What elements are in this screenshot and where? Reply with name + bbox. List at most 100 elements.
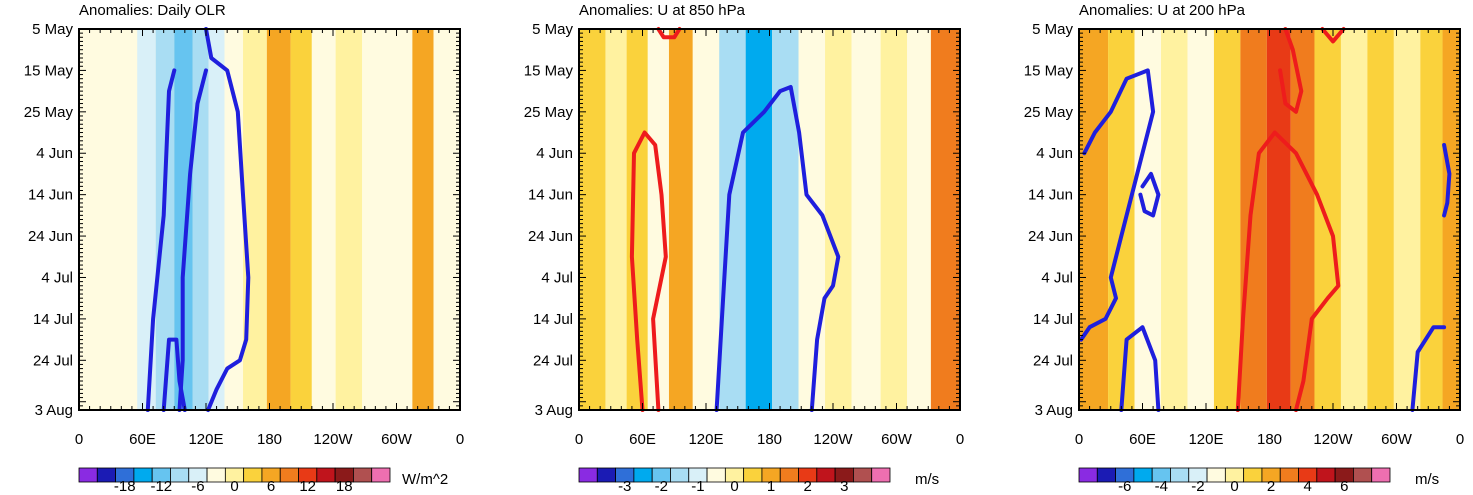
y-tick-label: 25 May [1024, 104, 1074, 121]
colorbar-label: -18 [114, 478, 136, 495]
x-tick-label: 60E [129, 431, 156, 448]
colorbar-units: W/m^2 [402, 471, 448, 488]
anomaly-band [692, 29, 720, 410]
colorbar-units: m/s [915, 471, 939, 488]
red-contour [629, 130, 668, 412]
y-tick-label: 15 May [24, 62, 74, 79]
anomaly-band [1367, 29, 1394, 410]
anomaly-band [243, 29, 267, 410]
colorbar-swatch [670, 467, 690, 483]
y-tick-label: 3 Aug [35, 402, 73, 419]
red-contour [1278, 27, 1304, 114]
red-contour [1235, 130, 1341, 412]
chart-title: Anomalies: U at 850 hPa [579, 2, 746, 19]
colorbar-swatch [170, 467, 190, 483]
blue-contour [204, 27, 251, 412]
anomaly-band [1290, 29, 1315, 410]
anomaly-band [174, 29, 193, 410]
anomaly-band [745, 29, 773, 410]
anomaly-band [113, 29, 138, 410]
x-tick-label: 120W [813, 431, 853, 448]
blue-contour [1138, 171, 1161, 218]
colorbar-swatch [633, 467, 653, 483]
colorbar-swatch [1133, 467, 1153, 483]
panel-2: Anomalies: U at 850 hPa 5 May 15 May 25 May… [524, 2, 964, 495]
colorbar-label: 3 [840, 478, 848, 495]
anomaly-band [1393, 29, 1421, 410]
colorbar-label: -6 [191, 478, 204, 495]
anomaly-band [1134, 29, 1162, 410]
colorbar-swatch [279, 467, 299, 483]
chart-title: Anomalies: U at 200 hPa [1079, 2, 1246, 19]
colorbar-swatch [371, 467, 391, 483]
y-tick-label: 4 Jul [41, 269, 73, 286]
red-contour [1320, 27, 1346, 44]
anomaly-band [1266, 29, 1291, 410]
anomaly-band [907, 29, 931, 410]
y-tick-label: 14 Jun [28, 187, 73, 204]
y-tick-label: 3 Aug [535, 402, 573, 419]
colorbar-label: -6 [1118, 478, 1131, 495]
y-tick-label: 5 May [1032, 21, 1073, 38]
blue-contour [161, 337, 187, 412]
anomaly-band [930, 29, 960, 410]
blue-contour [714, 85, 841, 412]
y-tick-label: 25 May [524, 104, 574, 121]
anomaly-band [579, 29, 606, 410]
anomaly-band [772, 29, 799, 410]
y-tick-label: 4 Jul [1041, 269, 1073, 286]
anomaly-band [719, 29, 746, 410]
y-tick-label: 5 May [32, 21, 73, 38]
colorbar-swatch [596, 467, 616, 483]
colorbar-swatch [853, 467, 873, 483]
colorbar-label: 0 [1230, 478, 1238, 495]
x-tick-label: 180 [257, 431, 282, 448]
colorbar-swatch [1316, 467, 1336, 483]
y-tick-label: 4 Jul [541, 269, 573, 286]
anomaly-band [1187, 29, 1214, 410]
anomaly-band [1213, 29, 1241, 410]
panel-1: Anomalies: Daily OLR 5 May 15 May 25 May 4 J… [24, 2, 464, 495]
anomaly-band [1240, 29, 1267, 410]
anomaly-band [266, 29, 291, 410]
colorbar-label: 2 [804, 478, 812, 495]
blue-contour [1119, 325, 1161, 412]
colorbar-label: 0 [230, 478, 238, 495]
x-tick-label: 120W [313, 431, 353, 448]
y-tick-label: 15 May [524, 62, 574, 79]
y-tick-label: 4 Jun [536, 145, 573, 162]
colorbar-label: -12 [150, 478, 172, 495]
anomaly-band [605, 29, 627, 410]
y-tick-label: 14 Jun [1028, 187, 1073, 204]
x-tick-label: 60W [1381, 431, 1413, 448]
y-tick-label: 4 Jun [1036, 145, 1073, 162]
colorbar-swatch [1096, 467, 1116, 483]
colorbar-swatch [1243, 467, 1263, 483]
anomaly-band [798, 29, 826, 410]
y-tick-label: 24 Jun [528, 228, 573, 245]
colorbar-swatch [779, 467, 799, 483]
blue-contour [1442, 143, 1452, 218]
colorbar-label: 1 [767, 478, 775, 495]
anomaly-band [647, 29, 669, 410]
anomaly-band [311, 29, 336, 410]
colorbar-swatch [316, 467, 336, 483]
colorbar-label: 4 [1304, 478, 1312, 495]
x-tick-label: 0 [75, 431, 83, 448]
blue-contour [145, 68, 177, 412]
y-tick-label: 14 Jul [33, 311, 73, 328]
y-tick-label: 24 Jul [33, 352, 73, 369]
red-contour [656, 27, 682, 40]
colorbar-label: 18 [336, 478, 353, 495]
y-tick-label: 24 Jul [1033, 352, 1073, 369]
x-tick-label: 180 [757, 431, 782, 448]
colorbar-swatch [243, 467, 263, 483]
anomaly-band [1161, 29, 1188, 410]
x-tick-label: 0 [956, 431, 964, 448]
colorbar-label: 2 [1267, 478, 1275, 495]
colorbar-swatch [1371, 467, 1391, 483]
x-tick-label: 0 [575, 431, 583, 448]
x-tick-label: 60E [629, 431, 656, 448]
y-tick-label: 4 Jun [36, 145, 73, 162]
